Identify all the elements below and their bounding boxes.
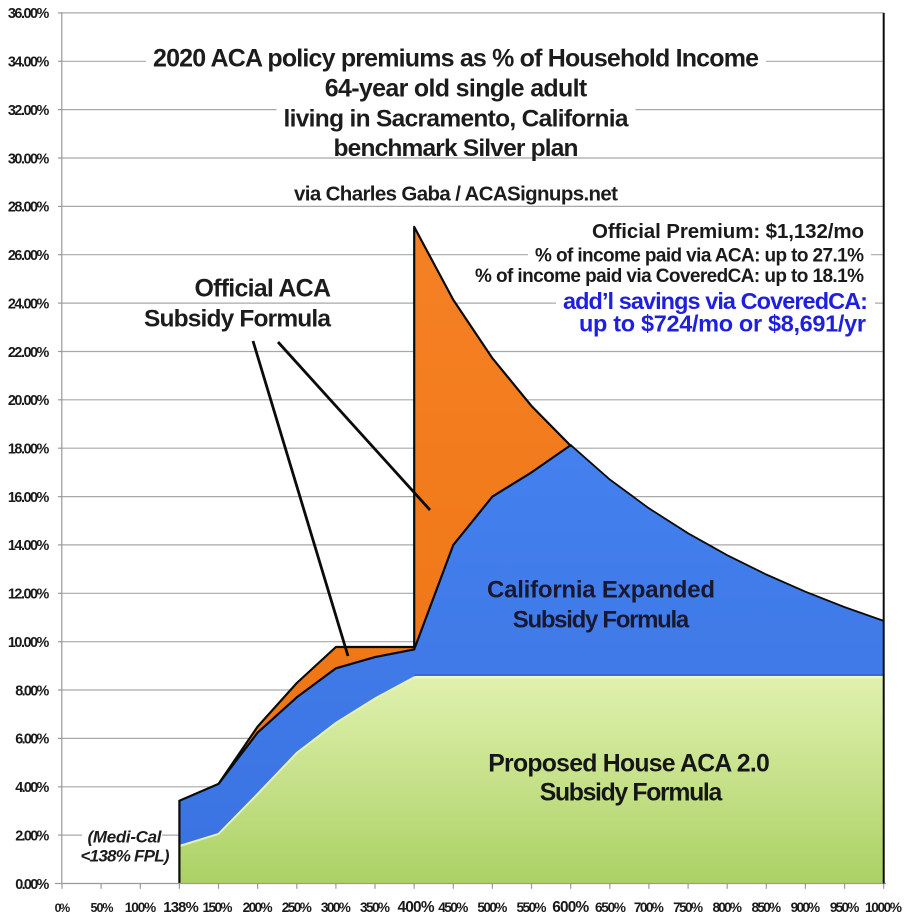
- svg-text:400%: 400%: [398, 899, 435, 916]
- svg-text:34.00%: 34.00%: [8, 55, 50, 71]
- svg-text:living in Sacramento, Californ: living in Sacramento, California: [284, 105, 629, 132]
- svg-text:20.00%: 20.00%: [8, 393, 50, 409]
- svg-text:138%: 138%: [163, 900, 199, 916]
- svg-text:800%: 800%: [712, 900, 742, 915]
- svg-text:36.00%: 36.00%: [8, 6, 50, 22]
- svg-text:add’l savings via CoveredCA:: add’l savings via CoveredCA:: [563, 288, 868, 314]
- svg-text:Subsidy Formula: Subsidy Formula: [513, 606, 690, 633]
- svg-text:8.00%: 8.00%: [15, 683, 49, 699]
- svg-text:12.00%: 12.00%: [8, 587, 50, 603]
- svg-text:benchmark Silver plan: benchmark Silver plan: [334, 135, 579, 162]
- svg-text:28.00%: 28.00%: [8, 200, 50, 216]
- svg-text:650%: 650%: [595, 900, 626, 915]
- svg-text:450%: 450%: [438, 900, 468, 915]
- svg-text:26.00%: 26.00%: [8, 248, 50, 264]
- svg-text:350%: 350%: [360, 900, 390, 915]
- svg-text:100%: 100%: [125, 900, 157, 915]
- svg-text:30.00%: 30.00%: [8, 151, 50, 167]
- svg-text:32.00%: 32.00%: [8, 103, 50, 119]
- svg-text:2.00%: 2.00%: [15, 828, 49, 844]
- svg-text:750%: 750%: [673, 900, 703, 915]
- svg-text:900%: 900%: [791, 900, 821, 915]
- svg-text:150%: 150%: [203, 900, 233, 915]
- svg-text:via Charles Gaba / ACASignups.: via Charles Gaba / ACASignups.net: [294, 183, 618, 206]
- svg-text:700%: 700%: [634, 900, 664, 915]
- svg-text:6.00%: 6.00%: [15, 732, 49, 748]
- svg-text:18.00%: 18.00%: [8, 442, 50, 458]
- svg-text:24.00%: 24.00%: [8, 296, 50, 312]
- svg-text:2020 ACA policy premiums as %: 2020 ACA policy premiums as % of Househo…: [153, 45, 759, 73]
- svg-text:Subsidy Formula: Subsidy Formula: [540, 780, 723, 807]
- svg-text:<138% FPL): <138% FPL): [81, 846, 170, 865]
- svg-text:0.00%: 0.00%: [15, 877, 49, 893]
- svg-text:Proposed House ACA 2.0: Proposed House ACA 2.0: [488, 751, 770, 778]
- svg-text:500%: 500%: [477, 900, 507, 915]
- svg-text:0%: 0%: [55, 901, 71, 915]
- svg-text:950%: 950%: [830, 900, 860, 915]
- svg-text:10.00%: 10.00%: [8, 635, 50, 651]
- svg-text:22.00%: 22.00%: [8, 345, 50, 361]
- svg-text:600%: 600%: [552, 899, 589, 916]
- svg-text:1000%: 1000%: [865, 900, 902, 915]
- svg-text:up to $724/mo or $8,691/yr: up to $724/mo or $8,691/yr: [579, 310, 866, 336]
- svg-text:% of income paid via ACA: up t: % of income paid via ACA: up to 27.1%: [535, 246, 864, 267]
- svg-text:250%: 250%: [282, 900, 312, 915]
- svg-text:850%: 850%: [752, 900, 782, 915]
- svg-text:California Expanded: California Expanded: [487, 576, 715, 603]
- svg-text:14.00%: 14.00%: [8, 538, 50, 554]
- svg-text:300%: 300%: [321, 900, 351, 915]
- svg-text:% of income paid via CoveredCA: % of income paid via CoveredCA: up to 18…: [475, 266, 864, 287]
- svg-text:16.00%: 16.00%: [8, 490, 50, 506]
- svg-text:50%: 50%: [91, 901, 114, 915]
- svg-text:64-year old single adult: 64-year old single adult: [325, 74, 588, 102]
- svg-text:Official ACA: Official ACA: [195, 275, 332, 303]
- svg-text:Subsidy Formula: Subsidy Formula: [144, 306, 331, 333]
- svg-text:Official Premium: $1,132/mo: Official Premium: $1,132/mo: [592, 220, 864, 243]
- svg-text:200%: 200%: [243, 900, 273, 915]
- svg-text:(Medi-Cal: (Medi-Cal: [88, 828, 163, 847]
- svg-text:550%: 550%: [517, 900, 547, 915]
- svg-text:4.00%: 4.00%: [15, 780, 49, 796]
